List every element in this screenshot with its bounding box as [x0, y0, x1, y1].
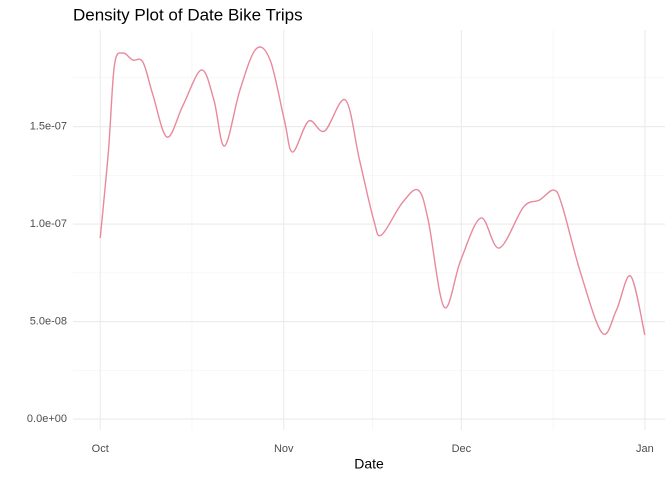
grid — [73, 30, 665, 430]
y-tick-label: 5.0e-08 — [30, 315, 67, 327]
x-tick-label: Nov — [274, 443, 294, 455]
x-tick-label: Jan — [636, 443, 654, 455]
y-tick-label: 0.0e+00 — [27, 413, 67, 425]
x-tick-label: Oct — [92, 443, 109, 455]
chart-title: Density Plot of Date Bike Trips — [73, 5, 303, 24]
density-line — [99, 46, 646, 336]
y-tick-label: 1.0e-07 — [30, 218, 67, 230]
y-tick-label: 1.5e-07 — [30, 120, 67, 132]
x-axis-label: Date — [354, 456, 384, 472]
x-tick-label: Dec — [452, 443, 472, 455]
